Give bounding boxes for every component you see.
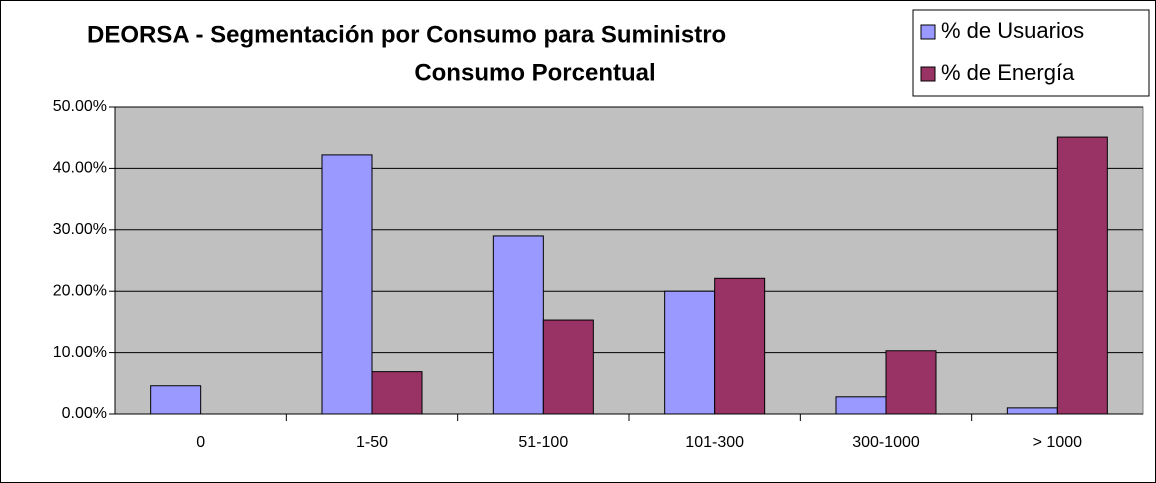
legend-swatch — [920, 24, 936, 40]
legend-label: % de Usuarios — [941, 18, 1084, 43]
bar — [885, 350, 937, 415]
x-tick-label: 101-300 — [685, 434, 744, 451]
bar — [492, 235, 544, 415]
bar — [714, 277, 766, 415]
y-tick-label: 50.00% — [53, 98, 107, 115]
plot-area — [114, 106, 1144, 415]
x-tick-label: > 1000 — [1033, 434, 1082, 451]
y-tick-label: 0.00% — [62, 405, 107, 422]
y-tick-label: 40.00% — [53, 160, 107, 177]
legend-label: % de Energía — [941, 60, 1075, 85]
bar — [664, 290, 716, 415]
x-tick-label: 0 — [196, 434, 205, 451]
legend-swatch — [920, 66, 936, 82]
bar — [835, 396, 887, 415]
y-tick-label: 20.00% — [53, 282, 107, 299]
y-tick-label: 10.00% — [53, 344, 107, 361]
legend-box — [912, 9, 1150, 97]
legend: % de Usuarios % de Energía — [912, 9, 1150, 97]
chart-subtitle: Consumo Porcentual — [414, 59, 655, 86]
x-tick-label: 1-50 — [356, 434, 388, 451]
bar — [321, 154, 373, 415]
x-tick-label: 51-100 — [518, 434, 568, 451]
bar — [371, 371, 423, 415]
bar — [1006, 407, 1058, 415]
bar — [542, 319, 594, 415]
x-tick-label: 300-1000 — [852, 434, 920, 451]
bar — [150, 385, 202, 415]
chart-title: DEORSA - Segmentación por Consumo para S… — [87, 21, 726, 48]
plot: 0.00% 10.00% 20.00% 30.00% 40.00% 50.00% 0 1-50… — [53, 98, 1144, 451]
bar — [1056, 136, 1108, 415]
y-tick-label: 30.00% — [53, 221, 107, 238]
